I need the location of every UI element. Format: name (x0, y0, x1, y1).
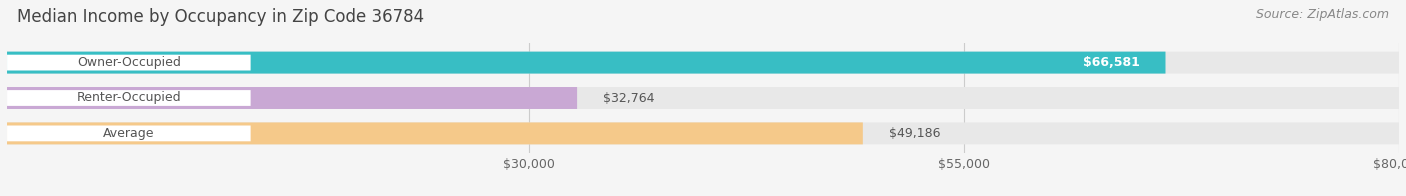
Text: $32,764: $32,764 (603, 92, 655, 104)
Text: Source: ZipAtlas.com: Source: ZipAtlas.com (1256, 8, 1389, 21)
FancyBboxPatch shape (7, 122, 1399, 144)
FancyBboxPatch shape (7, 125, 250, 141)
FancyBboxPatch shape (7, 87, 1399, 109)
FancyBboxPatch shape (7, 52, 1166, 74)
FancyBboxPatch shape (7, 87, 576, 109)
Text: Renter-Occupied: Renter-Occupied (76, 92, 181, 104)
Text: Median Income by Occupancy in Zip Code 36784: Median Income by Occupancy in Zip Code 3… (17, 8, 425, 26)
FancyBboxPatch shape (7, 52, 1399, 74)
FancyBboxPatch shape (7, 55, 250, 71)
Text: $49,186: $49,186 (889, 127, 941, 140)
FancyBboxPatch shape (7, 90, 250, 106)
Text: Owner-Occupied: Owner-Occupied (77, 56, 181, 69)
FancyBboxPatch shape (7, 122, 863, 144)
Text: Average: Average (103, 127, 155, 140)
Text: $66,581: $66,581 (1083, 56, 1139, 69)
